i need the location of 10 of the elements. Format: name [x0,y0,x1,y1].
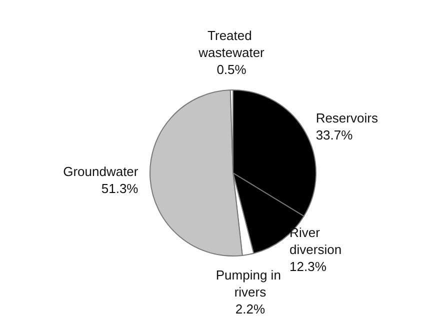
data-label: 2.2% [235,301,266,316]
slice-label: Pumping in rivers [216,267,285,300]
data-label: 51.3% [101,180,139,196]
data-label: 33.7% [316,127,354,142]
data-label: 12.3% [290,258,327,274]
slice-label: Treated wastewater [198,28,266,60]
slice-label: Groundwater [63,164,139,179]
slice-label: Reservoirs [316,110,378,126]
slice-label: River diversion [290,224,342,257]
data-label: 0.5% [216,62,247,78]
